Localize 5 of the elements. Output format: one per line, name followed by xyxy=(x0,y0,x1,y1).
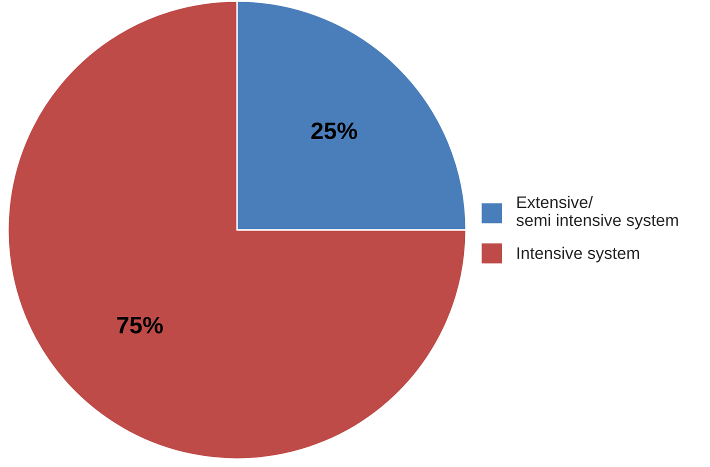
legend-label: Intensive system xyxy=(518,246,640,262)
data-label: 25% xyxy=(311,122,358,140)
legend-label: Extensive/ semi intensive system xyxy=(516,196,678,230)
pie-slice xyxy=(7,0,467,460)
data-label: 75% xyxy=(117,316,163,334)
